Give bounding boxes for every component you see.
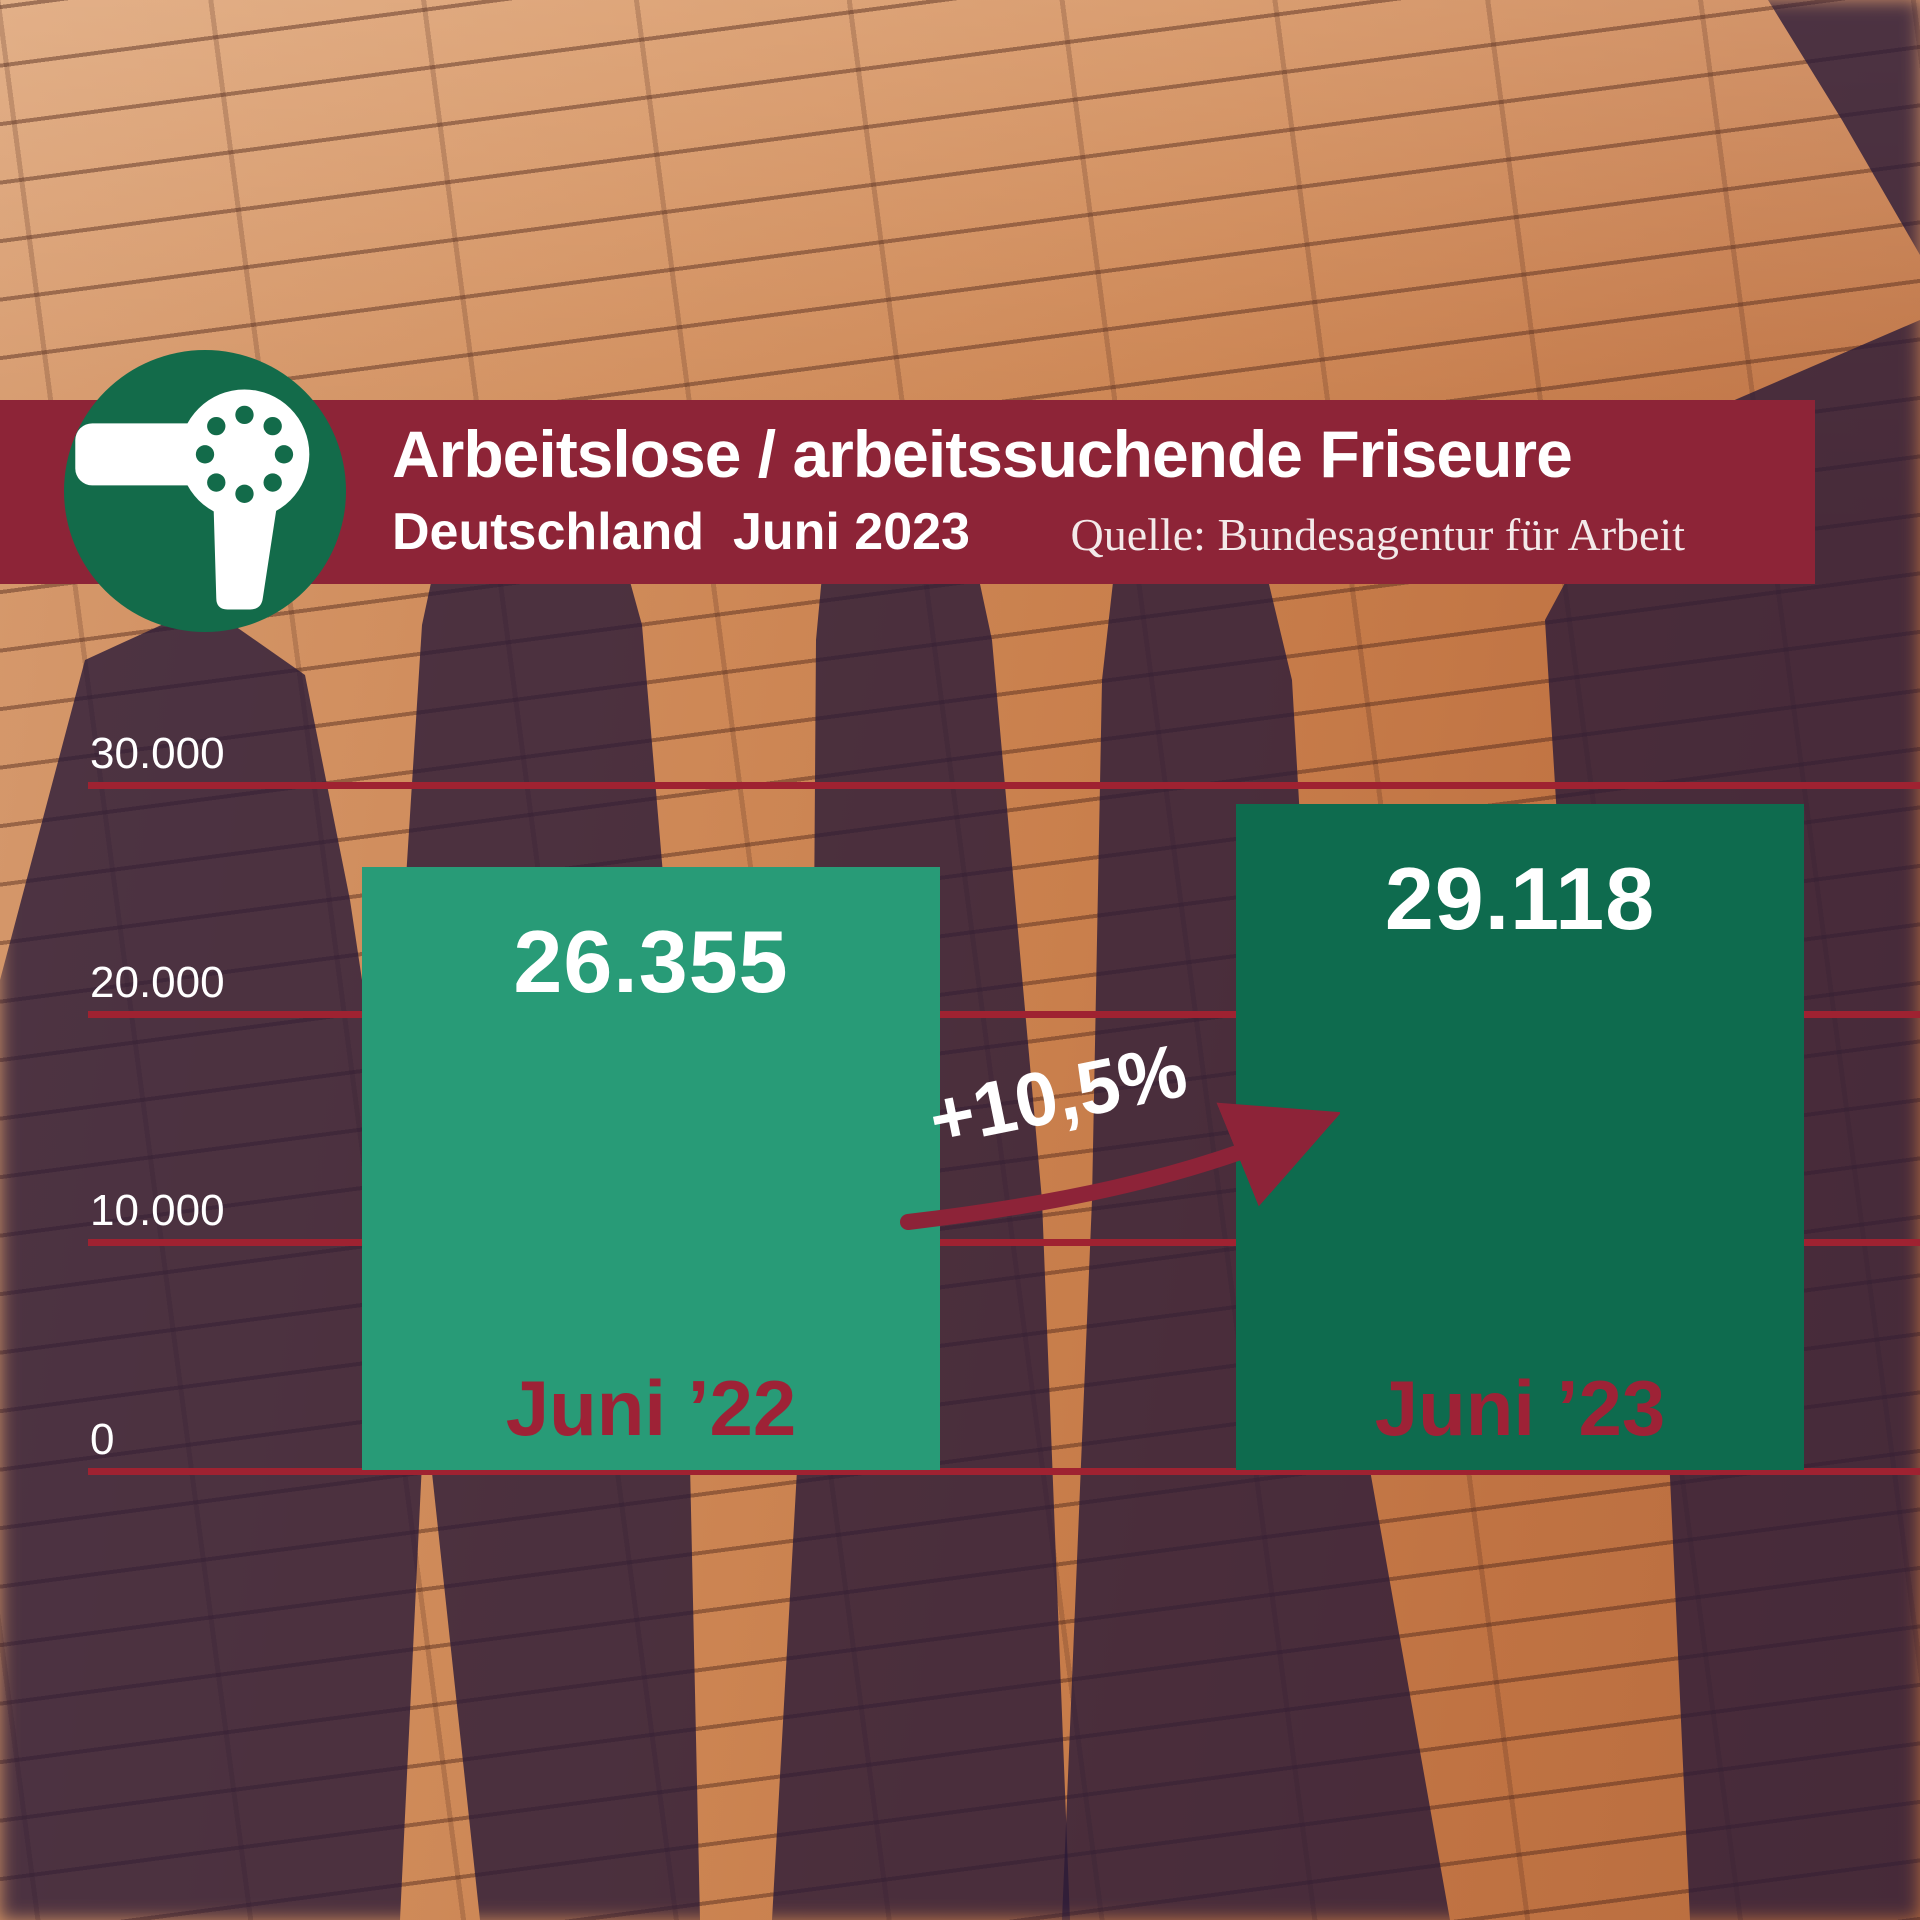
increase-arrow-icon [900, 1102, 1340, 1230]
chart-title: Arbeitslose / arbeitssuchende Friseure [392, 417, 1573, 491]
chart-subtitle: Deutschland Juni 2023 [392, 503, 970, 561]
bar-category-label: Juni ’23 [1374, 1364, 1666, 1452]
bar-value-label: 29.118 [1384, 849, 1656, 948]
bar-value-label: 26.355 [513, 912, 789, 1011]
y-tick-label: 0 [90, 1415, 115, 1464]
gridline: 30.000 [88, 729, 1920, 789]
hairdryer-icon [64, 350, 346, 632]
y-tick-label: 10.000 [90, 1186, 225, 1235]
source-label: Quelle: Bundesagentur für Arbeit [1070, 509, 1685, 560]
bar-category-label: Juni ’22 [505, 1364, 797, 1452]
bar-juni-22: 26.355 Juni ’22 [362, 867, 940, 1470]
gridline: 10.000 [88, 1186, 1920, 1246]
y-tick-label: 30.000 [90, 729, 225, 778]
gridline: 20.000 [88, 958, 1920, 1018]
gridline: 0 [88, 1415, 1920, 1475]
y-tick-label: 20.000 [90, 958, 225, 1007]
